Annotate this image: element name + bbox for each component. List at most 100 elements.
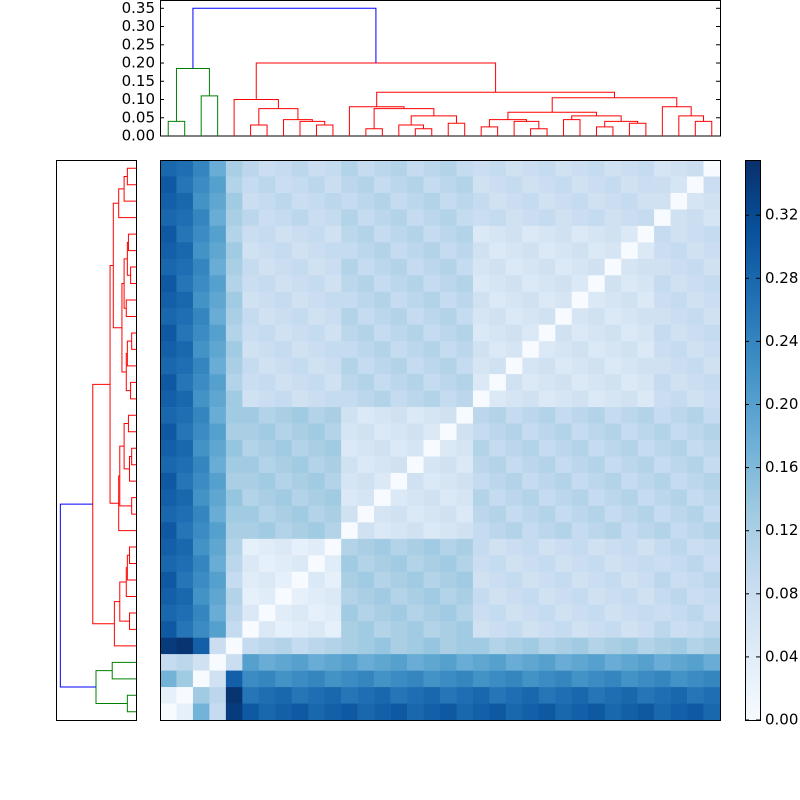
heatmap-cell: [505, 505, 523, 523]
heatmap-cell: [341, 291, 358, 309]
heatmap-cell: [390, 258, 408, 276]
heatmap-cell: [291, 242, 309, 260]
heatmap-cell: [588, 324, 606, 342]
heatmap-cell: [176, 176, 194, 194]
heatmap-cell: [571, 423, 589, 441]
heatmap-cell: [440, 654, 457, 671]
heatmap-cell: [291, 637, 309, 655]
heatmap-cell: [670, 505, 688, 523]
heatmap-cell: [505, 456, 523, 474]
heatmap-cell: [192, 588, 210, 606]
heatmap-cell: [209, 472, 227, 490]
heatmap-cell: [538, 522, 556, 540]
heatmap-cell: [456, 407, 474, 424]
heatmap-cell: [242, 242, 260, 260]
heatmap-cell: [687, 407, 704, 424]
heatmap-cell: [571, 209, 589, 227]
heatmap-cell: [275, 176, 293, 194]
heatmap-cell: [390, 472, 408, 490]
heatmap-cell: [192, 571, 210, 589]
heatmap-cell: [621, 176, 638, 194]
heatmap-cell: [407, 538, 424, 556]
heatmap-cell: [176, 242, 194, 260]
heatmap-cell: [407, 258, 424, 276]
heatmap-cell: [456, 176, 474, 194]
heatmap-cell: [225, 258, 243, 276]
heatmap-cell: [407, 242, 424, 260]
heatmap-cell: [505, 621, 523, 638]
heatmap-cell: [324, 176, 342, 194]
heatmap-cell: [621, 670, 638, 688]
heatmap-cell: [242, 472, 260, 490]
heatmap-cell: [456, 225, 474, 243]
heatmap-cell: [242, 522, 260, 540]
heatmap-cell: [242, 703, 260, 721]
heatmap-cell: [374, 192, 391, 210]
heatmap-cell: [209, 555, 227, 573]
heatmap-cell: [588, 291, 606, 309]
heatmap-cell: [637, 555, 655, 573]
heatmap-cell: [209, 621, 227, 638]
heatmap-cell: [571, 341, 589, 358]
heatmap-cell: [687, 654, 704, 671]
heatmap-cell: [308, 621, 326, 638]
heatmap-cell: [588, 538, 606, 556]
dendrogram-link: [530, 128, 548, 136]
heatmap-cell: [225, 637, 243, 655]
heatmap-cell: [604, 324, 622, 342]
heatmap-cell: [258, 291, 276, 309]
heatmap-cell: [341, 522, 358, 540]
heatmap-cell: [176, 440, 194, 457]
heatmap-cell: [192, 176, 210, 194]
heatmap-cell: [192, 407, 210, 424]
heatmap-cell: [538, 604, 556, 622]
heatmap-cell: [275, 308, 293, 326]
heatmap-cell: [423, 637, 441, 655]
heatmap-cell: [637, 472, 655, 490]
heatmap-cell: [407, 703, 424, 721]
heatmap-cell: [423, 407, 441, 424]
heatmap-cell: [555, 522, 573, 540]
heatmap-cell: [571, 308, 589, 326]
heatmap-cell: [160, 160, 177, 177]
heatmap-cell: [192, 374, 210, 391]
heatmap-cell: [209, 324, 227, 342]
heatmap-cell: [192, 604, 210, 622]
heatmap-cell: [456, 160, 474, 177]
heatmap-cell: [423, 176, 441, 194]
heatmap-cell: [176, 275, 194, 293]
heatmap-cell: [341, 192, 358, 210]
heatmap-cell: [209, 505, 227, 523]
heatmap-cell: [341, 571, 358, 589]
heatmap-cell: [374, 472, 391, 490]
heatmap-cell: [489, 209, 507, 227]
heatmap-cell: [703, 604, 721, 622]
heatmap-cell: [555, 192, 573, 210]
heatmap-cell: [275, 390, 293, 408]
heatmap-cell: [522, 703, 540, 721]
heatmap-cell: [374, 209, 391, 227]
heatmap-cell: [209, 423, 227, 441]
heatmap-cell: [423, 489, 441, 507]
heatmap: [160, 160, 721, 721]
dendrogram-link: [376, 91, 615, 107]
heatmap-cell: [275, 489, 293, 507]
heatmap-cell: [654, 440, 671, 457]
heatmap-cell: [176, 637, 194, 655]
heatmap-cell: [670, 192, 688, 210]
heatmap-cell: [703, 670, 721, 688]
heatmap-cell: [505, 390, 523, 408]
heatmap-cell: [423, 275, 441, 293]
heatmap-cell: [654, 703, 671, 721]
heatmap-cell: [225, 489, 243, 507]
heatmap-cell: [390, 654, 408, 671]
heatmap-cell: [588, 505, 606, 523]
heatmap-cell: [258, 604, 276, 622]
heatmap-cell: [522, 571, 540, 589]
colorbar-tick-label: 0.04: [765, 647, 798, 665]
heatmap-cell: [621, 407, 638, 424]
heatmap-cell: [341, 489, 358, 507]
heatmap-cell: [670, 571, 688, 589]
heatmap-cell: [390, 407, 408, 424]
